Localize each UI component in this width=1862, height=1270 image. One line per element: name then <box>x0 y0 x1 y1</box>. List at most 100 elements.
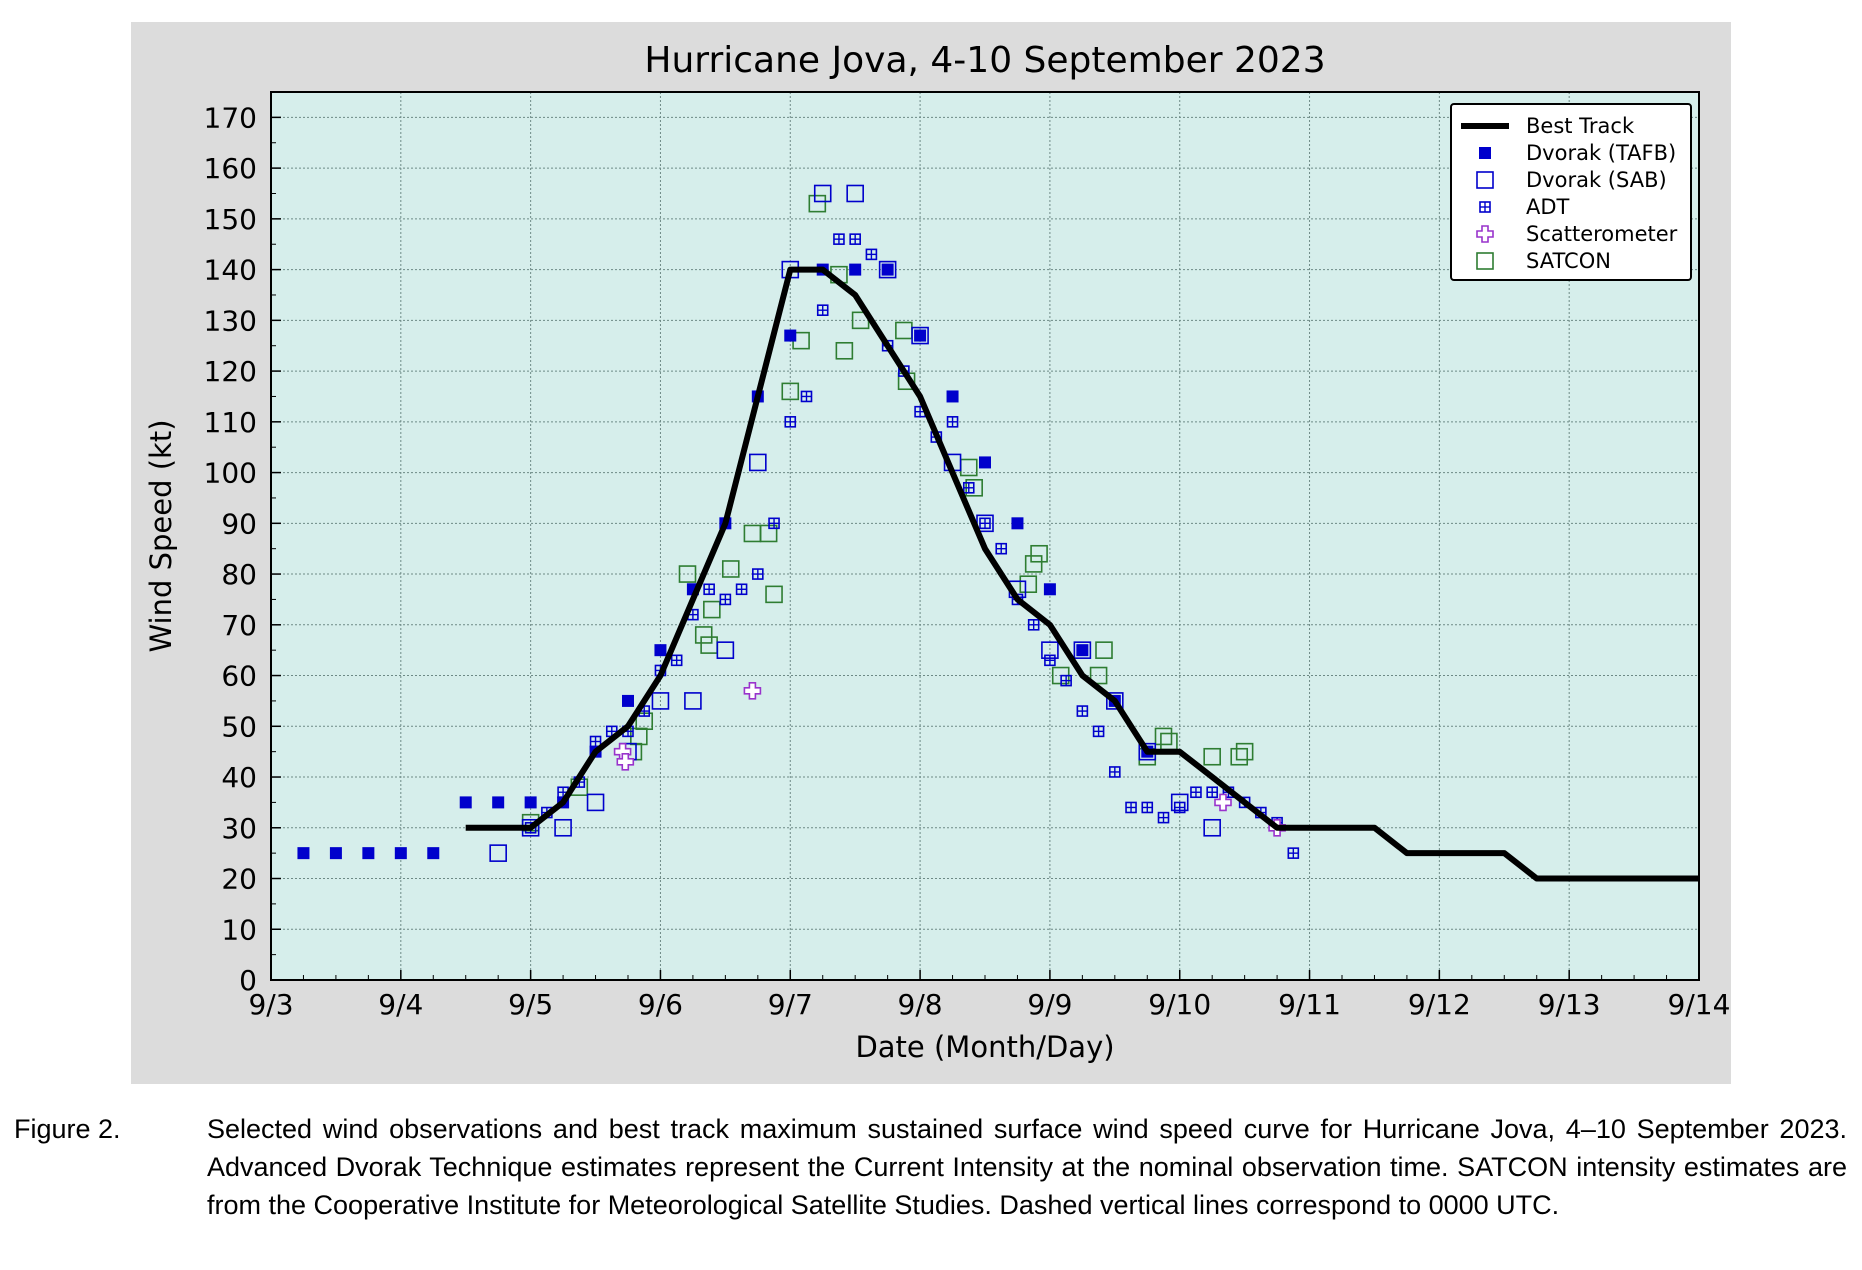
x-tick-label: 9/11 <box>1278 988 1341 1021</box>
adt-point <box>1141 801 1154 814</box>
adt-point <box>1027 618 1040 631</box>
legend-item-dvorak-sab: Dvorak (SAB) <box>1476 168 1667 192</box>
dvorak-tafb-point <box>622 694 634 707</box>
marker-shape <box>329 847 342 860</box>
marker-shape <box>524 796 537 809</box>
marker-shape <box>878 260 897 279</box>
marker-shape <box>678 565 697 583</box>
wind-speed-chart: 9/3 9/4 9/5 9/6 9/7 9/8 9/9 9/10 9/11 9/12 9/13 9/1… <box>144 40 1731 1064</box>
satcon-point <box>781 382 800 401</box>
y-tick-label: 90 <box>221 507 257 540</box>
adt-point <box>962 481 975 494</box>
dvorak-tafb-point <box>849 263 862 276</box>
satcon-point <box>1030 544 1048 563</box>
dvorak-tafb-point <box>459 796 472 809</box>
adt-point <box>816 304 829 316</box>
dvorak-sab-point <box>1106 692 1124 710</box>
y-tick-label: 170 <box>204 101 257 134</box>
y-tick-label: 40 <box>221 761 257 794</box>
y-tick-label: 110 <box>204 406 257 439</box>
adt-point <box>589 735 602 748</box>
adt-point <box>800 390 813 403</box>
marker-shape <box>743 681 762 700</box>
dvorak-tafb-point <box>427 847 440 860</box>
y-tick-label: 140 <box>204 254 257 287</box>
dvorak-tafb-point <box>524 796 537 809</box>
adt-point <box>1044 654 1056 667</box>
marker-shape <box>489 844 507 862</box>
adt-point <box>1190 786 1202 799</box>
legend-swatch <box>1476 171 1494 189</box>
legend-item-dvorak-tafb: Dvorak (TAFB) <box>1479 141 1676 165</box>
adt-point <box>670 654 683 667</box>
dvorak-tafb-point <box>979 456 991 469</box>
dvorak-sab-point <box>554 818 572 837</box>
dvorak-sab-point <box>586 793 605 812</box>
y-tick-label: 30 <box>221 812 257 845</box>
y-tick-label: 50 <box>221 710 257 743</box>
best-track-layer <box>465 266 1699 882</box>
dvorak-tafb-point <box>297 847 310 860</box>
dvorak-sab-point <box>1203 818 1221 837</box>
caption-label: Figure 2. <box>14 1114 121 1144</box>
dvorak-tafb-point <box>654 644 667 657</box>
satcon-point <box>1230 747 1249 766</box>
satcon-point <box>703 600 721 619</box>
marker-shape <box>1106 692 1124 710</box>
satcon-point <box>678 565 697 583</box>
legend-swatch <box>1479 147 1491 159</box>
legend-label: Dvorak (SAB) <box>1526 168 1667 192</box>
marker-shape <box>1076 644 1089 657</box>
marker-shape <box>849 263 862 276</box>
marker-shape <box>716 641 735 659</box>
adt-point <box>946 416 959 428</box>
legend-swatch <box>1476 252 1494 270</box>
marker-shape <box>1154 727 1173 746</box>
legend-label: Best Track <box>1526 114 1635 138</box>
dvorak-sab-point <box>684 692 702 710</box>
marker-shape <box>946 390 959 403</box>
chart-title: Hurricane Jova, 4-10 September 2023 <box>644 40 1325 81</box>
marker-shape <box>654 644 667 657</box>
marker-shape <box>749 453 767 472</box>
marker-shape <box>684 692 702 710</box>
marker-shape <box>911 326 929 345</box>
legend-item-scatterometer: Scatterometer <box>1476 222 1678 246</box>
marker-shape <box>1089 666 1108 685</box>
axis-ticks: 9/3 9/4 9/5 9/6 9/7 9/8 9/9 9/10 9/11 9/12 9/13 9/1… <box>204 101 1731 1021</box>
dvorak-sab-point <box>1073 641 1092 659</box>
y-axis-label: Wind Speed (kt) <box>144 419 178 652</box>
marker-shape <box>586 793 605 812</box>
marker-shape <box>808 194 827 213</box>
adt-point <box>703 583 715 596</box>
marker-shape <box>297 847 310 860</box>
marker-shape <box>813 184 832 203</box>
satcon-point <box>1154 727 1173 746</box>
marker-shape <box>427 847 440 860</box>
y-tick-label: 70 <box>221 609 257 642</box>
dvorak-tafb-point <box>946 390 959 403</box>
caption-text: Selected wind observations and best trac… <box>207 1114 1847 1220</box>
marker-shape <box>622 694 634 707</box>
x-tick-label: 9/3 <box>248 988 293 1021</box>
adt-point <box>865 248 878 261</box>
marker-shape <box>1476 252 1494 270</box>
dvorak-sab-point <box>749 453 767 472</box>
satcon-point <box>1095 641 1113 659</box>
legend-label: Dvorak (TAFB) <box>1526 141 1676 165</box>
adt-point <box>1060 674 1072 687</box>
marker-shape <box>914 329 927 342</box>
x-tick-label: 9/8 <box>898 988 943 1021</box>
marker-shape <box>846 184 864 203</box>
marker-shape <box>781 382 800 401</box>
adt-point <box>995 542 1008 555</box>
dvorak-tafb-point <box>1076 644 1089 657</box>
marker-shape <box>1476 225 1494 243</box>
marker-shape <box>459 796 472 809</box>
figure-panel: 9/3 9/4 9/5 9/6 9/7 9/8 9/9 9/10 9/11 9/12 9/13 9/1… <box>131 22 1731 1084</box>
legend-swatch <box>1476 225 1494 243</box>
legend-swatch <box>1479 201 1491 213</box>
y-tick-label: 100 <box>204 457 257 490</box>
dvorak-sab-point <box>489 844 507 862</box>
adt-point <box>1173 801 1186 814</box>
